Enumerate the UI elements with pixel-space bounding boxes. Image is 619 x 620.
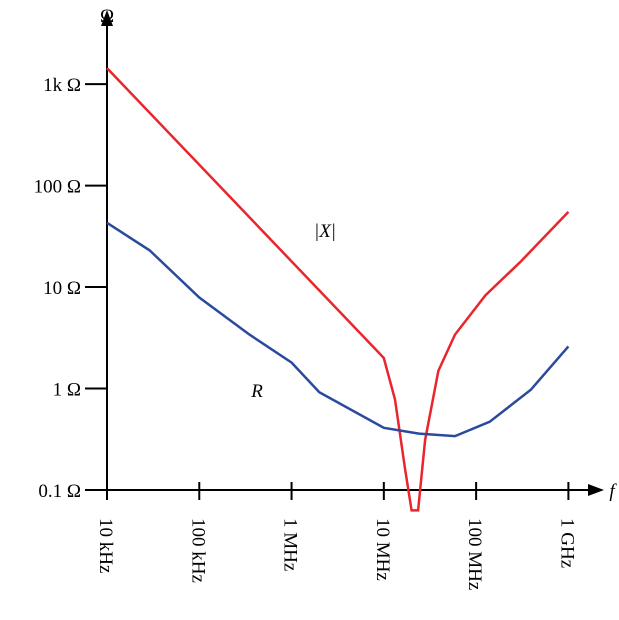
series-line [106,67,570,512]
y-tick-label: 1k Ω [43,75,81,96]
series-label: R [250,381,263,402]
y-tick-label: 10 Ω [43,278,81,299]
y-tick-label: 100 Ω [34,177,81,198]
x-tick-label: 10 MHz [372,518,393,581]
y-tick-label: 0.1 Ω [38,481,81,502]
x-tick-label: 100 MHz [464,518,485,590]
x-tick-label: 1 GHz [556,518,577,568]
x-tick-label: 10 kHz [95,518,116,573]
y-axis-arrow [101,10,113,26]
x-axis-arrow [588,484,604,496]
y-tick-label: 1 Ω [53,380,81,401]
x-tick-label: 100 kHz [187,518,208,583]
x-axis-title: f [609,481,617,502]
series-line [106,221,570,438]
y-axis-title: Ω [100,6,114,27]
series-label: |X| [314,221,336,242]
x-tick-label: 1 MHz [280,518,301,571]
